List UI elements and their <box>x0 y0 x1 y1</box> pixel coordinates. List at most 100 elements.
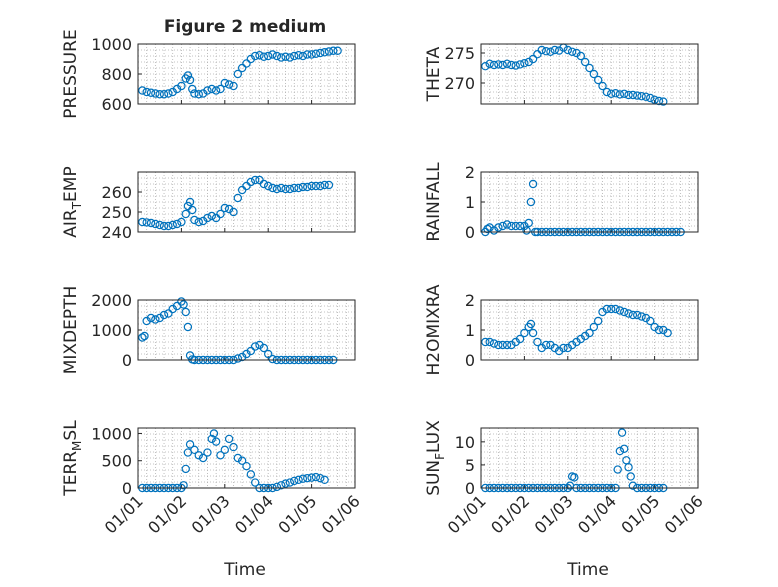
data-point <box>216 84 225 94</box>
data-point <box>615 306 625 315</box>
axis-border <box>137 171 356 233</box>
data-point <box>298 182 308 192</box>
x-tick-label: 01/01 <box>444 491 490 537</box>
y-tick-label: 2 <box>465 163 475 182</box>
data-point <box>142 218 151 227</box>
axis-border <box>137 299 356 361</box>
data-point <box>246 177 256 187</box>
y-tick-label: 1000 <box>91 321 132 340</box>
data-point <box>264 349 273 359</box>
data-point <box>528 328 538 338</box>
data-point <box>281 184 290 194</box>
data-point <box>598 81 607 91</box>
data-point <box>637 91 646 101</box>
data-point <box>229 442 238 452</box>
data-point <box>515 60 525 69</box>
data-point <box>646 316 655 326</box>
data-point <box>185 197 195 207</box>
y-tick-label: 600 <box>101 95 132 114</box>
data-point <box>151 89 160 98</box>
axis-border <box>137 43 356 105</box>
data-point <box>633 310 642 320</box>
data-point <box>589 322 599 332</box>
x-tick-label: 01/01 <box>101 491 147 537</box>
data-point <box>585 63 594 73</box>
data-point <box>646 93 655 103</box>
data-point <box>615 446 625 456</box>
data-point <box>320 475 329 485</box>
x-axis-label-left: Time <box>223 560 266 580</box>
data-point <box>294 475 303 485</box>
data-point <box>281 479 290 488</box>
data-point <box>242 59 251 68</box>
data-point <box>181 209 190 219</box>
data-point <box>485 337 494 347</box>
data-point <box>498 60 507 70</box>
data-point <box>255 51 264 60</box>
data-point <box>264 181 273 191</box>
data-point <box>620 89 629 99</box>
y-axis-label-subscript: F <box>433 453 447 460</box>
data-point <box>159 221 169 231</box>
data-point <box>294 51 303 60</box>
data-point <box>654 325 664 335</box>
data-point <box>285 478 295 487</box>
data-point <box>250 51 260 61</box>
data-point <box>233 453 243 463</box>
data-point <box>511 61 520 70</box>
data-point <box>290 476 299 486</box>
data-point <box>526 319 536 329</box>
data-point <box>177 81 186 91</box>
data-point <box>138 217 147 227</box>
data-point <box>637 312 646 321</box>
axis-border <box>137 427 356 489</box>
data-point <box>142 87 151 97</box>
data-point <box>485 59 494 69</box>
data-point <box>507 60 516 70</box>
data-point <box>329 46 338 55</box>
y-tick-label: 250 <box>101 203 132 222</box>
data-point <box>177 217 186 227</box>
data-point <box>277 183 286 193</box>
data-point <box>489 60 499 70</box>
data-point <box>650 95 659 105</box>
data-point <box>537 45 546 55</box>
data-point <box>207 434 216 444</box>
y-axis-label-main: PRESSURE <box>61 29 81 118</box>
y-axis-label: MIXDEPTH <box>61 286 81 375</box>
data-point <box>320 48 329 57</box>
data-point <box>628 481 638 490</box>
y-tick-label: 0 <box>465 223 475 242</box>
y-axis-label-main: H2OMIXRA <box>424 284 444 375</box>
y-tick-label: 1000 <box>91 35 132 54</box>
data-point <box>211 86 221 95</box>
y-tick-label: 260 <box>101 183 132 202</box>
data-point <box>576 51 586 61</box>
data-point <box>533 337 542 347</box>
data-point <box>494 223 503 232</box>
data-point <box>522 226 531 235</box>
y-tick-label: 1 <box>465 321 475 340</box>
data-point <box>494 340 503 350</box>
y-tick-label: 1000 <box>91 424 132 443</box>
data-point <box>220 445 229 455</box>
data-point <box>224 434 234 444</box>
data-point <box>324 180 334 190</box>
data-point <box>272 184 282 194</box>
data-point <box>250 175 260 185</box>
data-point <box>602 304 612 314</box>
data-point <box>515 221 525 231</box>
data-point <box>528 54 538 64</box>
data-point <box>188 205 197 215</box>
data-point <box>190 89 199 98</box>
data-point <box>233 69 243 79</box>
y-tick-label: 0 <box>122 479 132 498</box>
data-point <box>298 51 308 61</box>
data-point <box>164 221 173 231</box>
data-point <box>237 63 247 73</box>
data-point <box>511 221 520 231</box>
data-point <box>277 53 286 62</box>
data-point <box>607 304 616 314</box>
